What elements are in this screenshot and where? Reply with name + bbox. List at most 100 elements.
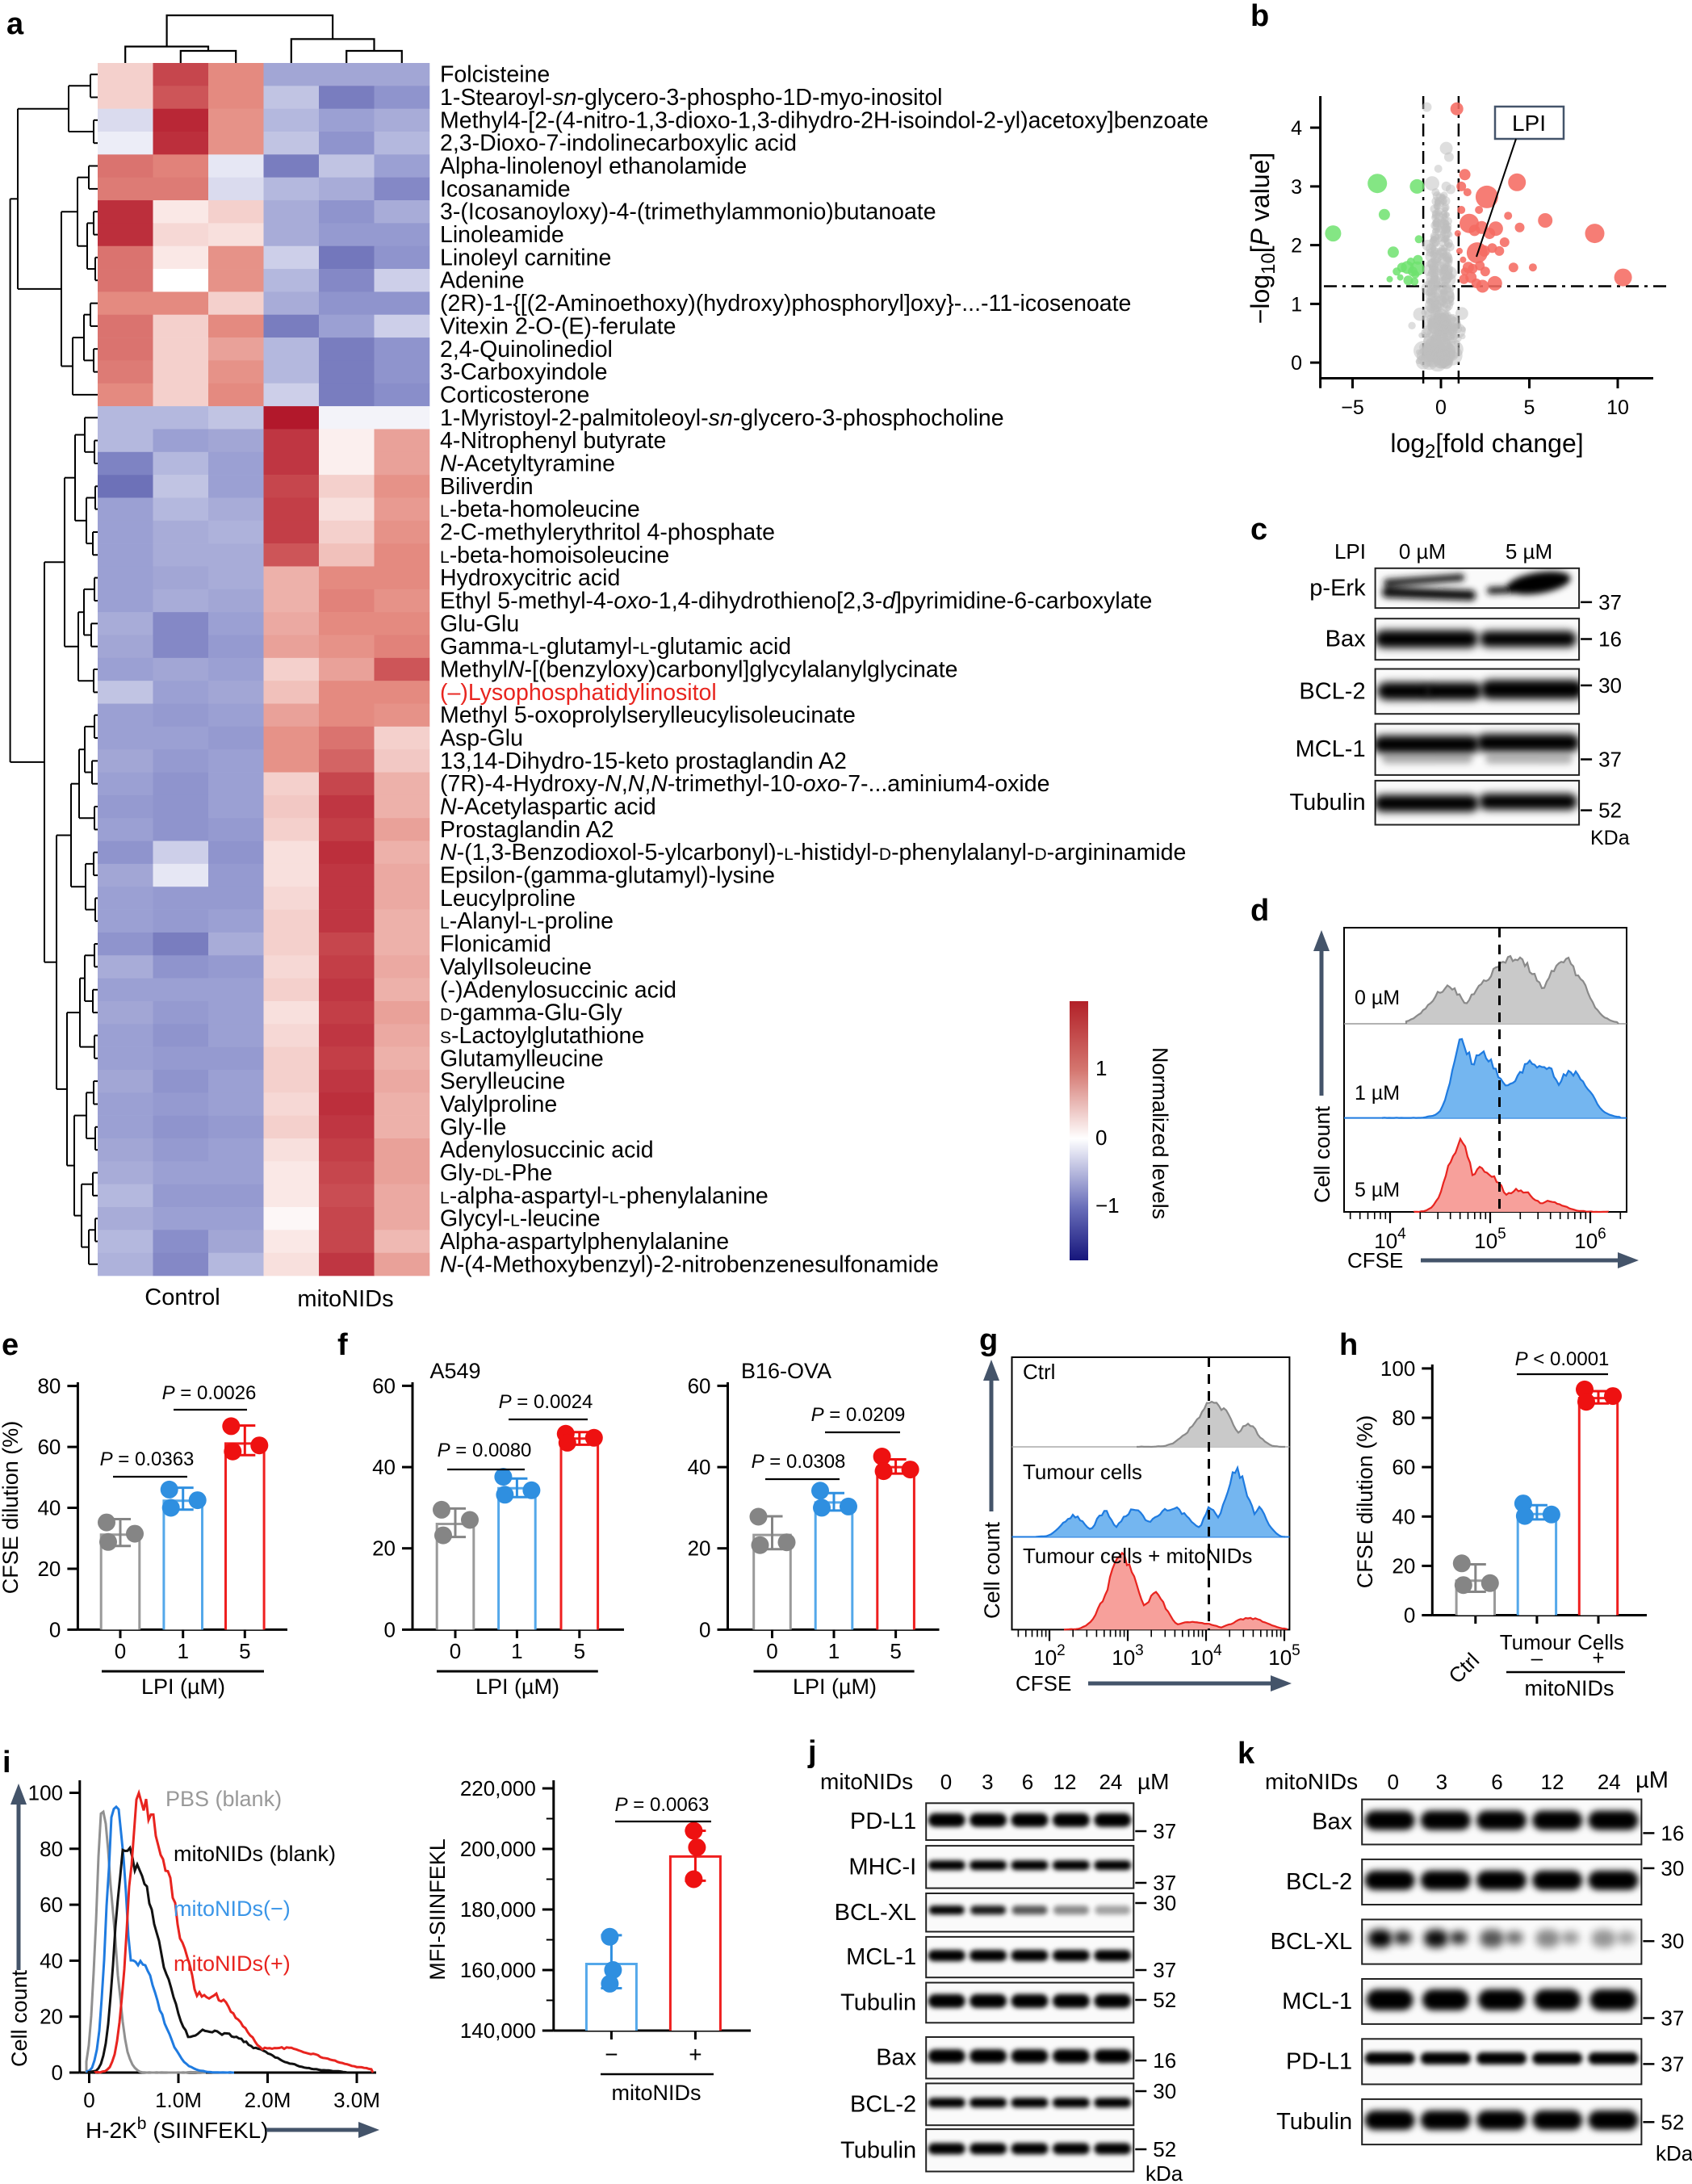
svg-text:20: 20 [40,2005,63,2029]
svg-text:KDa: KDa [1590,827,1630,849]
svg-text:6: 6 [1491,1770,1502,1794]
svg-text:37: 37 [1598,590,1622,614]
svg-text:0: 0 [115,1639,126,1663]
svg-text:a: a [6,7,24,41]
svg-text:0: 0 [1095,1126,1107,1150]
svg-text:Gly-DL-Phe: Gly-DL-Phe [440,1160,552,1186]
svg-text:MethylN-[(benzyloxy)carbonyl]g: MethylN-[(benzyloxy)carbonyl]glycylalany… [440,657,958,683]
svg-text:Serylleucine: Serylleucine [440,1069,565,1095]
svg-text:24: 24 [1598,1770,1621,1794]
svg-text:4-Nitrophenyl butyrate: 4-Nitrophenyl butyrate [440,428,666,454]
svg-text:PBS (blank): PBS (blank) [165,1787,282,1811]
svg-text:L-alpha-aspartyl-L-phenylalani: L-alpha-aspartyl-L-phenylalanine [440,1183,769,1209]
svg-text:MFI-SIINFEKL: MFI-SIINFEKL [425,1838,450,1981]
svg-text:mitoNIDs: mitoNIDs [611,2081,701,2105]
svg-text:12: 12 [1053,1770,1077,1794]
svg-text:40: 40 [372,1455,396,1479]
svg-text:h: h [1339,1328,1358,1362]
svg-text:37: 37 [1598,748,1622,772]
svg-text:Epsilon-(gamma-glutamyl)-lysin: Epsilon-(gamma-glutamyl)-lysine [440,863,775,889]
svg-text:0: 0 [699,1617,710,1641]
svg-text:P = 0.0080: P = 0.0080 [438,1440,532,1461]
svg-text:52: 52 [1661,2110,1684,2134]
svg-text:−1: −1 [1095,1193,1120,1218]
svg-text:Tubulin: Tubulin [1276,2109,1352,2135]
svg-text:j: j [807,1735,817,1769]
svg-text:+: + [1592,1645,1604,1670]
svg-text:60: 60 [37,1435,61,1459]
svg-text:0: 0 [83,2088,94,2112]
svg-text:0: 0 [1404,1603,1415,1628]
svg-text:P < 0.0001: P < 0.0001 [1515,1348,1610,1370]
svg-text:d: d [1250,894,1269,928]
svg-text:1-Stearoyl-sn-glycero-3-phosph: 1-Stearoyl-sn-glycero-3-phospho-1D-myo-i… [440,85,943,111]
svg-text:BCL-2: BCL-2 [1286,1869,1352,1895]
svg-text:H-2Kb (SIINFEKL): H-2Kb (SIINFEKL) [86,2115,268,2143]
svg-text:Folcisteine: Folcisteine [440,62,550,88]
svg-text:20: 20 [372,1536,396,1561]
svg-text:52: 52 [1153,1988,1176,2012]
svg-text:B16-OVA: B16-OVA [741,1359,831,1383]
svg-text:0: 0 [1387,1770,1398,1794]
svg-text:+: + [689,2042,702,2067]
svg-text:Methyl4-[2-(4-nitro-1,3-dioxo-: Methyl4-[2-(4-nitro-1,3-dioxo-1,3-dihydr… [440,107,1208,133]
svg-text:30: 30 [1153,2079,1176,2103]
svg-text:0: 0 [1291,352,1302,375]
svg-text:CFSE: CFSE [1347,1248,1403,1272]
svg-text:2,3-Dioxo-7-indolinecarboxylic: 2,3-Dioxo-7-indolinecarboxylic acid [440,131,797,157]
svg-text:mitoNIDs: mitoNIDs [1265,1769,1358,1794]
svg-text:−5: −5 [1341,396,1364,419]
svg-text:37: 37 [1661,2006,1684,2031]
svg-text:3-Carboxyindole: 3-Carboxyindole [440,359,608,385]
svg-text:CFSE dilution (%): CFSE dilution (%) [1353,1415,1377,1589]
svg-text:P = 0.0308: P = 0.0308 [752,1451,846,1473]
svg-text:e: e [2,1328,19,1362]
svg-text:µM: µM [1635,1767,1669,1793]
svg-text:Vitexin 2-O-(E)-ferulate: Vitexin 2-O-(E)-ferulate [440,313,676,339]
svg-text:0: 0 [766,1639,777,1663]
svg-text:LPI (µM): LPI (µM) [475,1675,559,1699]
svg-text:40: 40 [37,1496,61,1520]
svg-text:80: 80 [37,1374,61,1398]
svg-text:MCL-1: MCL-1 [1296,736,1366,762]
svg-text:30: 30 [1153,1891,1176,1915]
svg-text:S-Lactoylglutathione: S-Lactoylglutathione [440,1023,644,1049]
svg-text:mitoNIDs: mitoNIDs [1524,1676,1614,1700]
svg-text:105: 105 [1474,1226,1506,1253]
svg-text:60: 60 [40,1893,63,1917]
svg-text:Glycyl-L-leucine: Glycyl-L-leucine [440,1206,601,1232]
svg-text:L-Alanyl-L-proline: L-Alanyl-L-proline [440,908,614,934]
svg-text:Flonicamid: Flonicamid [440,932,551,958]
svg-text:Adenine: Adenine [440,268,525,294]
svg-text:2,4-Quinolinediol: 2,4-Quinolinediol [440,337,613,363]
svg-text:220,000: 220,000 [460,1776,536,1800]
svg-text:µM: µM [1137,1769,1169,1794]
svg-text:Corticosterone: Corticosterone [440,382,589,408]
svg-text:Valylproline: Valylproline [440,1092,557,1117]
svg-text:mitoNIDs(+): mitoNIDs(+) [174,1951,291,1976]
svg-text:Tumour cells + mitoNIDs: Tumour cells + mitoNIDs [1023,1544,1252,1568]
svg-text:L-beta-homoisoleucine: L-beta-homoisoleucine [440,543,669,568]
svg-text:Cell count: Cell count [980,1521,1004,1619]
svg-text:5: 5 [239,1639,250,1663]
svg-text:Asp-Glu: Asp-Glu [440,726,523,752]
svg-text:20: 20 [688,1536,711,1561]
svg-text:Linoleyl carnitine: Linoleyl carnitine [440,245,611,270]
svg-text:Bax: Bax [876,2045,916,2071]
svg-text:Hydroxycitric acid: Hydroxycitric acid [440,565,620,591]
svg-text:13,14-Dihydro-15-keto prostagl: 13,14-Dihydro-15-keto prostaglandin A2 [440,748,847,774]
svg-text:BCL-2: BCL-2 [1299,678,1365,704]
svg-text:b: b [1250,0,1269,33]
svg-text:P = 0.0363: P = 0.0363 [100,1448,195,1470]
svg-text:10: 10 [1606,396,1629,419]
svg-text:P = 0.0209: P = 0.0209 [811,1404,906,1426]
svg-text:0 µM: 0 µM [1399,539,1446,564]
svg-text:f: f [337,1328,348,1362]
svg-text:30: 30 [1661,1929,1684,1953]
svg-text:Leucylproline: Leucylproline [440,886,576,912]
svg-text:LPI (µM): LPI (µM) [141,1675,225,1699]
svg-text:60: 60 [1392,1455,1415,1479]
svg-text:–: – [1531,1645,1543,1670]
svg-text:80: 80 [1392,1406,1415,1430]
svg-text:2.0M: 2.0M [245,2088,291,2112]
